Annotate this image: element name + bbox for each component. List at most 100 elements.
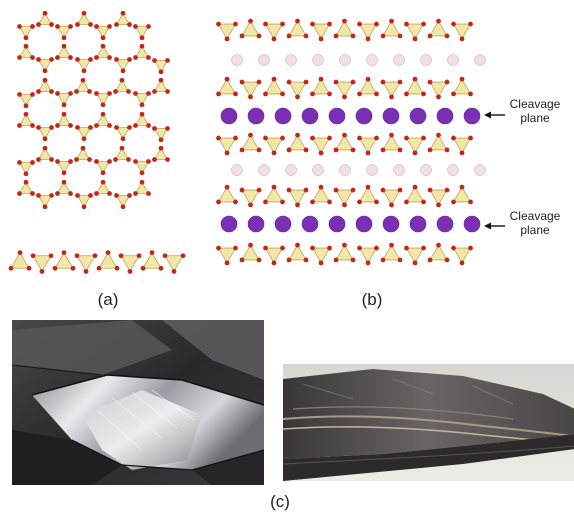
hydroxyl-atom xyxy=(231,164,243,176)
oxygen-atom xyxy=(149,250,155,256)
oxygen-atom xyxy=(233,245,238,251)
oxygen-atom xyxy=(42,68,48,74)
oxygen-atom xyxy=(357,21,362,27)
tetrahedron xyxy=(114,10,132,27)
tetrahedron xyxy=(114,125,132,142)
oxygen-atom xyxy=(303,33,309,39)
oxygen-atom xyxy=(280,21,285,27)
oxygen-atom xyxy=(421,245,426,251)
tetrahedron xyxy=(152,58,170,75)
oxygen-atom xyxy=(127,268,133,274)
tetrahedron xyxy=(133,179,151,196)
oxygen-atom xyxy=(68,91,73,96)
tetrahedron xyxy=(55,159,73,176)
oxygen-atom xyxy=(42,136,48,142)
oxygen-atom xyxy=(146,24,151,29)
oxygen-atom xyxy=(17,160,22,165)
oxygen-atom xyxy=(87,89,92,94)
hexagonal-tetrahedra-lattice xyxy=(17,10,170,210)
oxygen-atom xyxy=(75,57,80,62)
oxygen-atom xyxy=(248,132,253,138)
potassium-atom xyxy=(220,215,238,233)
oxygen-atom xyxy=(357,245,362,251)
tetrahedron xyxy=(286,132,309,153)
tetrahedron xyxy=(404,245,426,266)
tetrahedron xyxy=(216,135,238,156)
tetrahedron xyxy=(380,79,403,100)
oxygen-atom xyxy=(436,94,441,100)
oxygen-atom xyxy=(61,170,67,176)
oxygen-atom xyxy=(239,187,245,193)
oxygen-atom xyxy=(61,111,67,117)
oxygen-atom xyxy=(427,257,433,263)
oxygen-atom xyxy=(55,123,60,128)
oxygen-atom xyxy=(75,22,80,27)
oxygen-atom xyxy=(17,92,22,97)
oxygen-atom xyxy=(139,179,145,185)
oxygen-atom xyxy=(233,199,238,205)
tetrahedron xyxy=(357,21,379,42)
tetrahedron xyxy=(17,24,35,41)
oxygen-atom xyxy=(118,253,124,259)
oxygen-atom xyxy=(333,79,339,85)
oxygen-atom xyxy=(146,91,151,96)
cleavage-label-line2: plane xyxy=(520,111,550,125)
hydroxyl-atom xyxy=(231,54,243,66)
oxygen-atom xyxy=(114,193,119,198)
oxygen-atom xyxy=(114,265,120,271)
oxygen-atom xyxy=(256,147,262,153)
oxygen-atom xyxy=(81,204,87,210)
oxygen-atom xyxy=(280,135,285,141)
oxygen-atom xyxy=(68,191,73,196)
oxygen-atom xyxy=(100,102,106,108)
caption-a: (a) xyxy=(97,290,119,309)
oxygen-atom xyxy=(36,22,41,27)
tetrahedron xyxy=(74,145,92,162)
hydroxyl-atom xyxy=(447,54,459,66)
oxygen-atom xyxy=(23,171,29,177)
oxygen-atom xyxy=(451,199,456,205)
oxygen-atom xyxy=(68,55,73,60)
oxygen-atom xyxy=(380,79,386,85)
potassium-atom xyxy=(463,107,481,125)
oxygen-atom xyxy=(271,36,277,42)
oxygen-atom xyxy=(30,24,35,29)
oxygen-atom xyxy=(263,21,268,27)
oxygen-atom xyxy=(468,245,473,251)
oxygen-atom xyxy=(468,199,473,205)
oxygen-atom xyxy=(357,91,362,97)
potassium-atom xyxy=(463,215,481,233)
oxygen-atom xyxy=(88,22,93,27)
oxygen-atom xyxy=(81,10,87,16)
tetrahedron xyxy=(333,242,356,263)
oxygen-atom xyxy=(303,257,309,263)
tetrahedron xyxy=(30,253,54,274)
oxygen-atom xyxy=(327,91,332,97)
oxygen-atom xyxy=(224,184,230,190)
oxygen-atom xyxy=(36,125,41,130)
oxygen-atom xyxy=(374,199,379,205)
oxygen-atom xyxy=(224,76,230,82)
tetrahedron xyxy=(162,253,186,274)
oxygen-atom xyxy=(280,199,285,205)
oxygen-atom xyxy=(421,91,426,97)
tetrahedron xyxy=(8,250,32,271)
potassium-atom xyxy=(274,215,292,233)
tetrahedron xyxy=(404,135,426,156)
hydroxyl-atom xyxy=(285,164,297,176)
tetrahedron xyxy=(310,245,332,266)
oxygen-atom xyxy=(80,77,86,83)
oxygen-atom xyxy=(152,126,157,131)
oxygen-atom xyxy=(23,111,29,117)
oxygen-atom xyxy=(61,43,67,49)
oxygen-atom xyxy=(133,55,138,60)
oxygen-atom xyxy=(233,91,238,97)
oxygen-atom xyxy=(380,147,386,153)
tetrahedron xyxy=(404,184,426,205)
tetrahedron xyxy=(263,135,285,156)
oxygen-atom xyxy=(427,33,433,39)
oxygen-atom xyxy=(30,160,35,165)
oxygen-atom xyxy=(444,187,450,193)
oxygen-atom xyxy=(75,193,80,198)
oxygen-atom xyxy=(286,187,292,193)
